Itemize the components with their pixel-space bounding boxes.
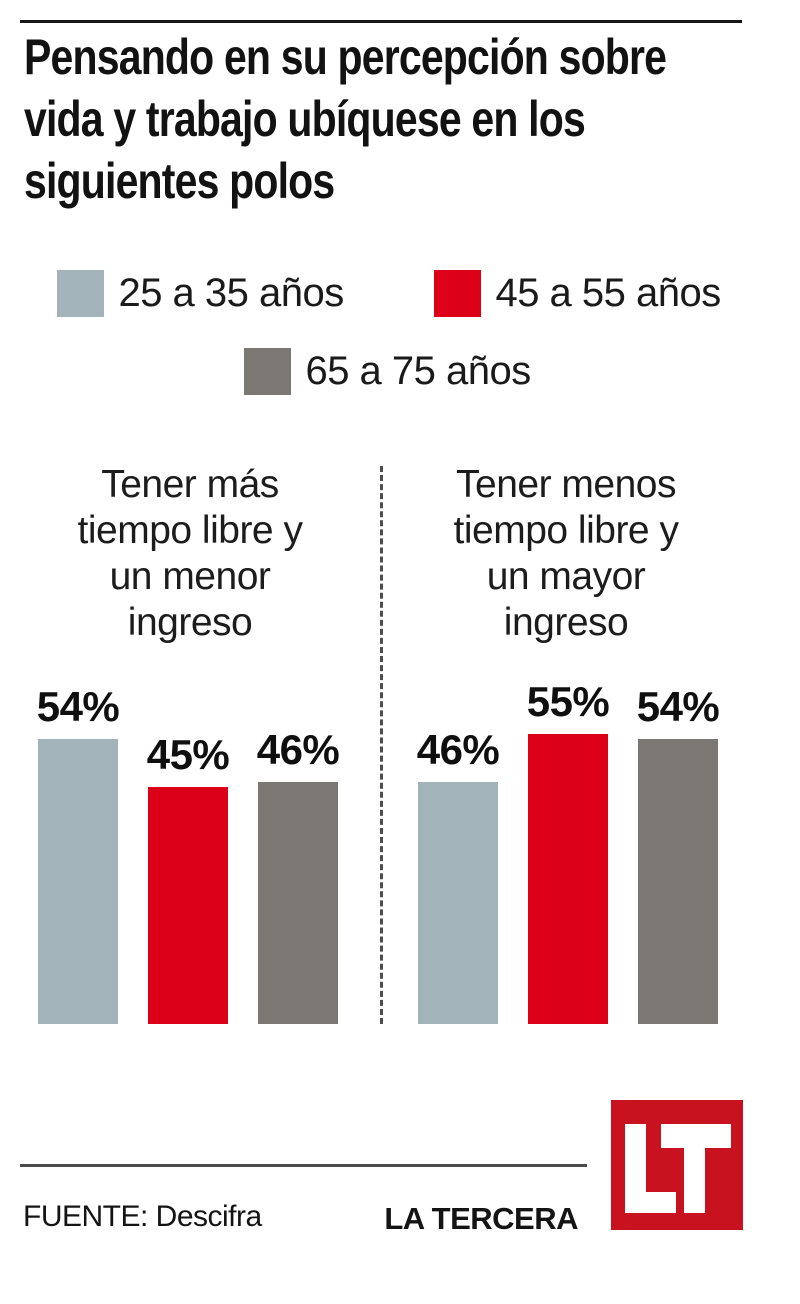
bar-value-label: 46% (256, 726, 340, 773)
category-label-line: tiempo libre y (453, 509, 679, 552)
bar-group2-series2 (528, 734, 608, 1024)
title-line: Pensando en su percepción sobre (24, 29, 667, 85)
bar-group2-series1 (418, 782, 498, 1024)
category-label-line: Tener más (101, 463, 279, 506)
brand-name: LA TERCERA (384, 1201, 578, 1236)
title-line: vida y trabajo ubíquese en los (24, 91, 586, 147)
bar-value-label: 46% (416, 726, 500, 773)
category-label-line: Tener menos (456, 463, 676, 506)
bar-value-label: 55% (526, 678, 610, 725)
legend-swatch-45-55 (434, 270, 481, 317)
bar-value-label: 45% (146, 731, 230, 778)
lt-logo-letter-l (625, 1124, 646, 1213)
legend-item-25-35: 25 a 35 años (57, 270, 344, 317)
bar-group1-series1 (38, 739, 118, 1024)
bar-value-label: 54% (36, 683, 120, 730)
dashed-divider (380, 466, 383, 1024)
top-rule (20, 20, 742, 23)
category-label-line: ingreso (127, 601, 253, 644)
footer-rule (20, 1164, 587, 1167)
legend-label: 25 a 35 años (118, 271, 344, 315)
bar-group1-series3 (258, 782, 338, 1024)
legend-label: 45 a 55 años (495, 271, 721, 315)
page-title: Pensando en su percepción sobre vida y t… (24, 26, 667, 212)
title-line: siguientes polos (24, 153, 335, 209)
category-label-line: un menor (109, 555, 271, 598)
category-label-line: tiempo libre y (77, 509, 303, 552)
lt-logo-letter-t-stem (684, 1124, 705, 1213)
legend-label: 65 a 75 años (305, 349, 531, 393)
category-label-right: Tener menos tiempo libre y un mayor ingr… (406, 462, 726, 646)
bar-group1-series2 (148, 787, 228, 1024)
lt-logo (611, 1100, 743, 1230)
source-credit: FUENTE: Descifra (23, 1200, 262, 1233)
legend-swatch-25-35 (57, 270, 104, 317)
legend-item-65-75: 65 a 75 años (244, 348, 531, 395)
legend-swatch-65-75 (244, 348, 291, 395)
bar-group2-series3 (638, 739, 718, 1024)
category-label-left: Tener más tiempo libre y un menor ingres… (30, 462, 350, 646)
legend-item-45-55: 45 a 55 años (434, 270, 721, 317)
lt-logo-letter-l-foot (625, 1192, 676, 1213)
category-label-line: un mayor (486, 555, 646, 598)
bar-value-label: 54% (636, 683, 720, 730)
category-label-line: ingreso (503, 601, 629, 644)
